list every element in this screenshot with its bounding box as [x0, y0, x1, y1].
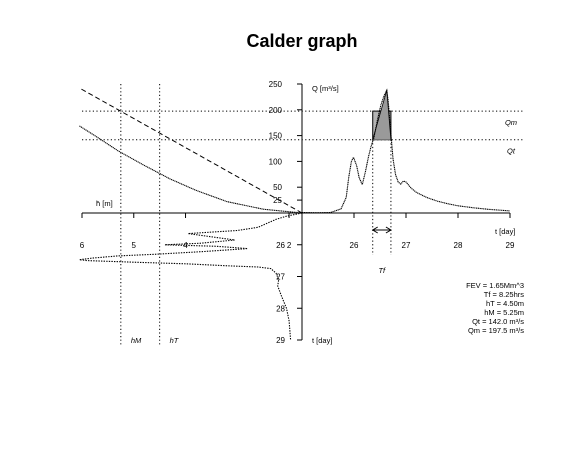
annotation-line: Qm = 197.5 m³/s — [468, 326, 524, 335]
annotation-line: FEV = 1.65Mm^3 — [466, 281, 524, 290]
depth-y-tick-label: 29 — [276, 336, 285, 345]
discharge-x-tick-label: 29 — [506, 241, 515, 250]
tf-arrow-head-right — [385, 226, 392, 234]
volume-curve — [79, 125, 303, 214]
depth-line-label-hm: hM — [131, 336, 142, 345]
reference-lines — [82, 84, 524, 345]
depth-y-axis-label: t [day] — [312, 336, 332, 345]
depth-y-tick-label: 28 — [276, 304, 285, 313]
discharge-y-tick-label: 150 — [269, 132, 283, 141]
tf-arrow-head-left — [371, 226, 378, 234]
discharge-y-tick-label: 200 — [269, 106, 283, 115]
depth-line-label-ht: hT — [170, 336, 180, 345]
discharge-y-axis-label: Q [m³/s] — [312, 84, 339, 93]
discharge-y-tick-label: 50 — [273, 183, 282, 192]
axes-group — [81, 83, 511, 341]
annotation-line: hT = 4.50m — [486, 299, 524, 308]
depth-x-tick-label: 2 — [287, 241, 292, 250]
threshold-label-qt: Qt — [507, 147, 516, 156]
marks-group — [79, 87, 511, 341]
depth-x-tick-label: 6 — [80, 241, 85, 250]
discharge-x-axis-label: t [day] — [495, 227, 515, 236]
discharge-x-tick-label: 26 — [350, 241, 359, 250]
annotation-line: hM = 5.25m — [484, 308, 524, 317]
depth-y-tick-label: 27 — [276, 273, 285, 282]
discharge-y-tick-label: 250 — [269, 80, 283, 89]
depth-x-axis-label: h̄ [m] — [96, 199, 113, 208]
discharge-x-tick-label: 28 — [454, 241, 463, 250]
annotation-line: Tf = 8.25hrs — [484, 290, 524, 299]
depth-x-tick-label: 4 — [183, 241, 188, 250]
hydrograph-line — [301, 88, 511, 214]
discharge-y-tick-label: 25 — [273, 196, 282, 205]
threshold-label-qm: Qm — [505, 118, 517, 127]
depth-line — [79, 212, 303, 341]
depth-y-tick-label: 26 — [276, 241, 285, 250]
volume-tangent-line — [79, 87, 303, 214]
discharge-y-tick-label: 100 — [269, 157, 283, 166]
depth-x-tick-label: 5 — [132, 241, 137, 250]
tf-label: Tf — [378, 266, 386, 275]
chart-title: Calder graph — [246, 31, 357, 51]
annotation-line: Qt = 142.0 m³/s — [472, 317, 524, 326]
discharge-x-tick-label: 27 — [402, 241, 411, 250]
